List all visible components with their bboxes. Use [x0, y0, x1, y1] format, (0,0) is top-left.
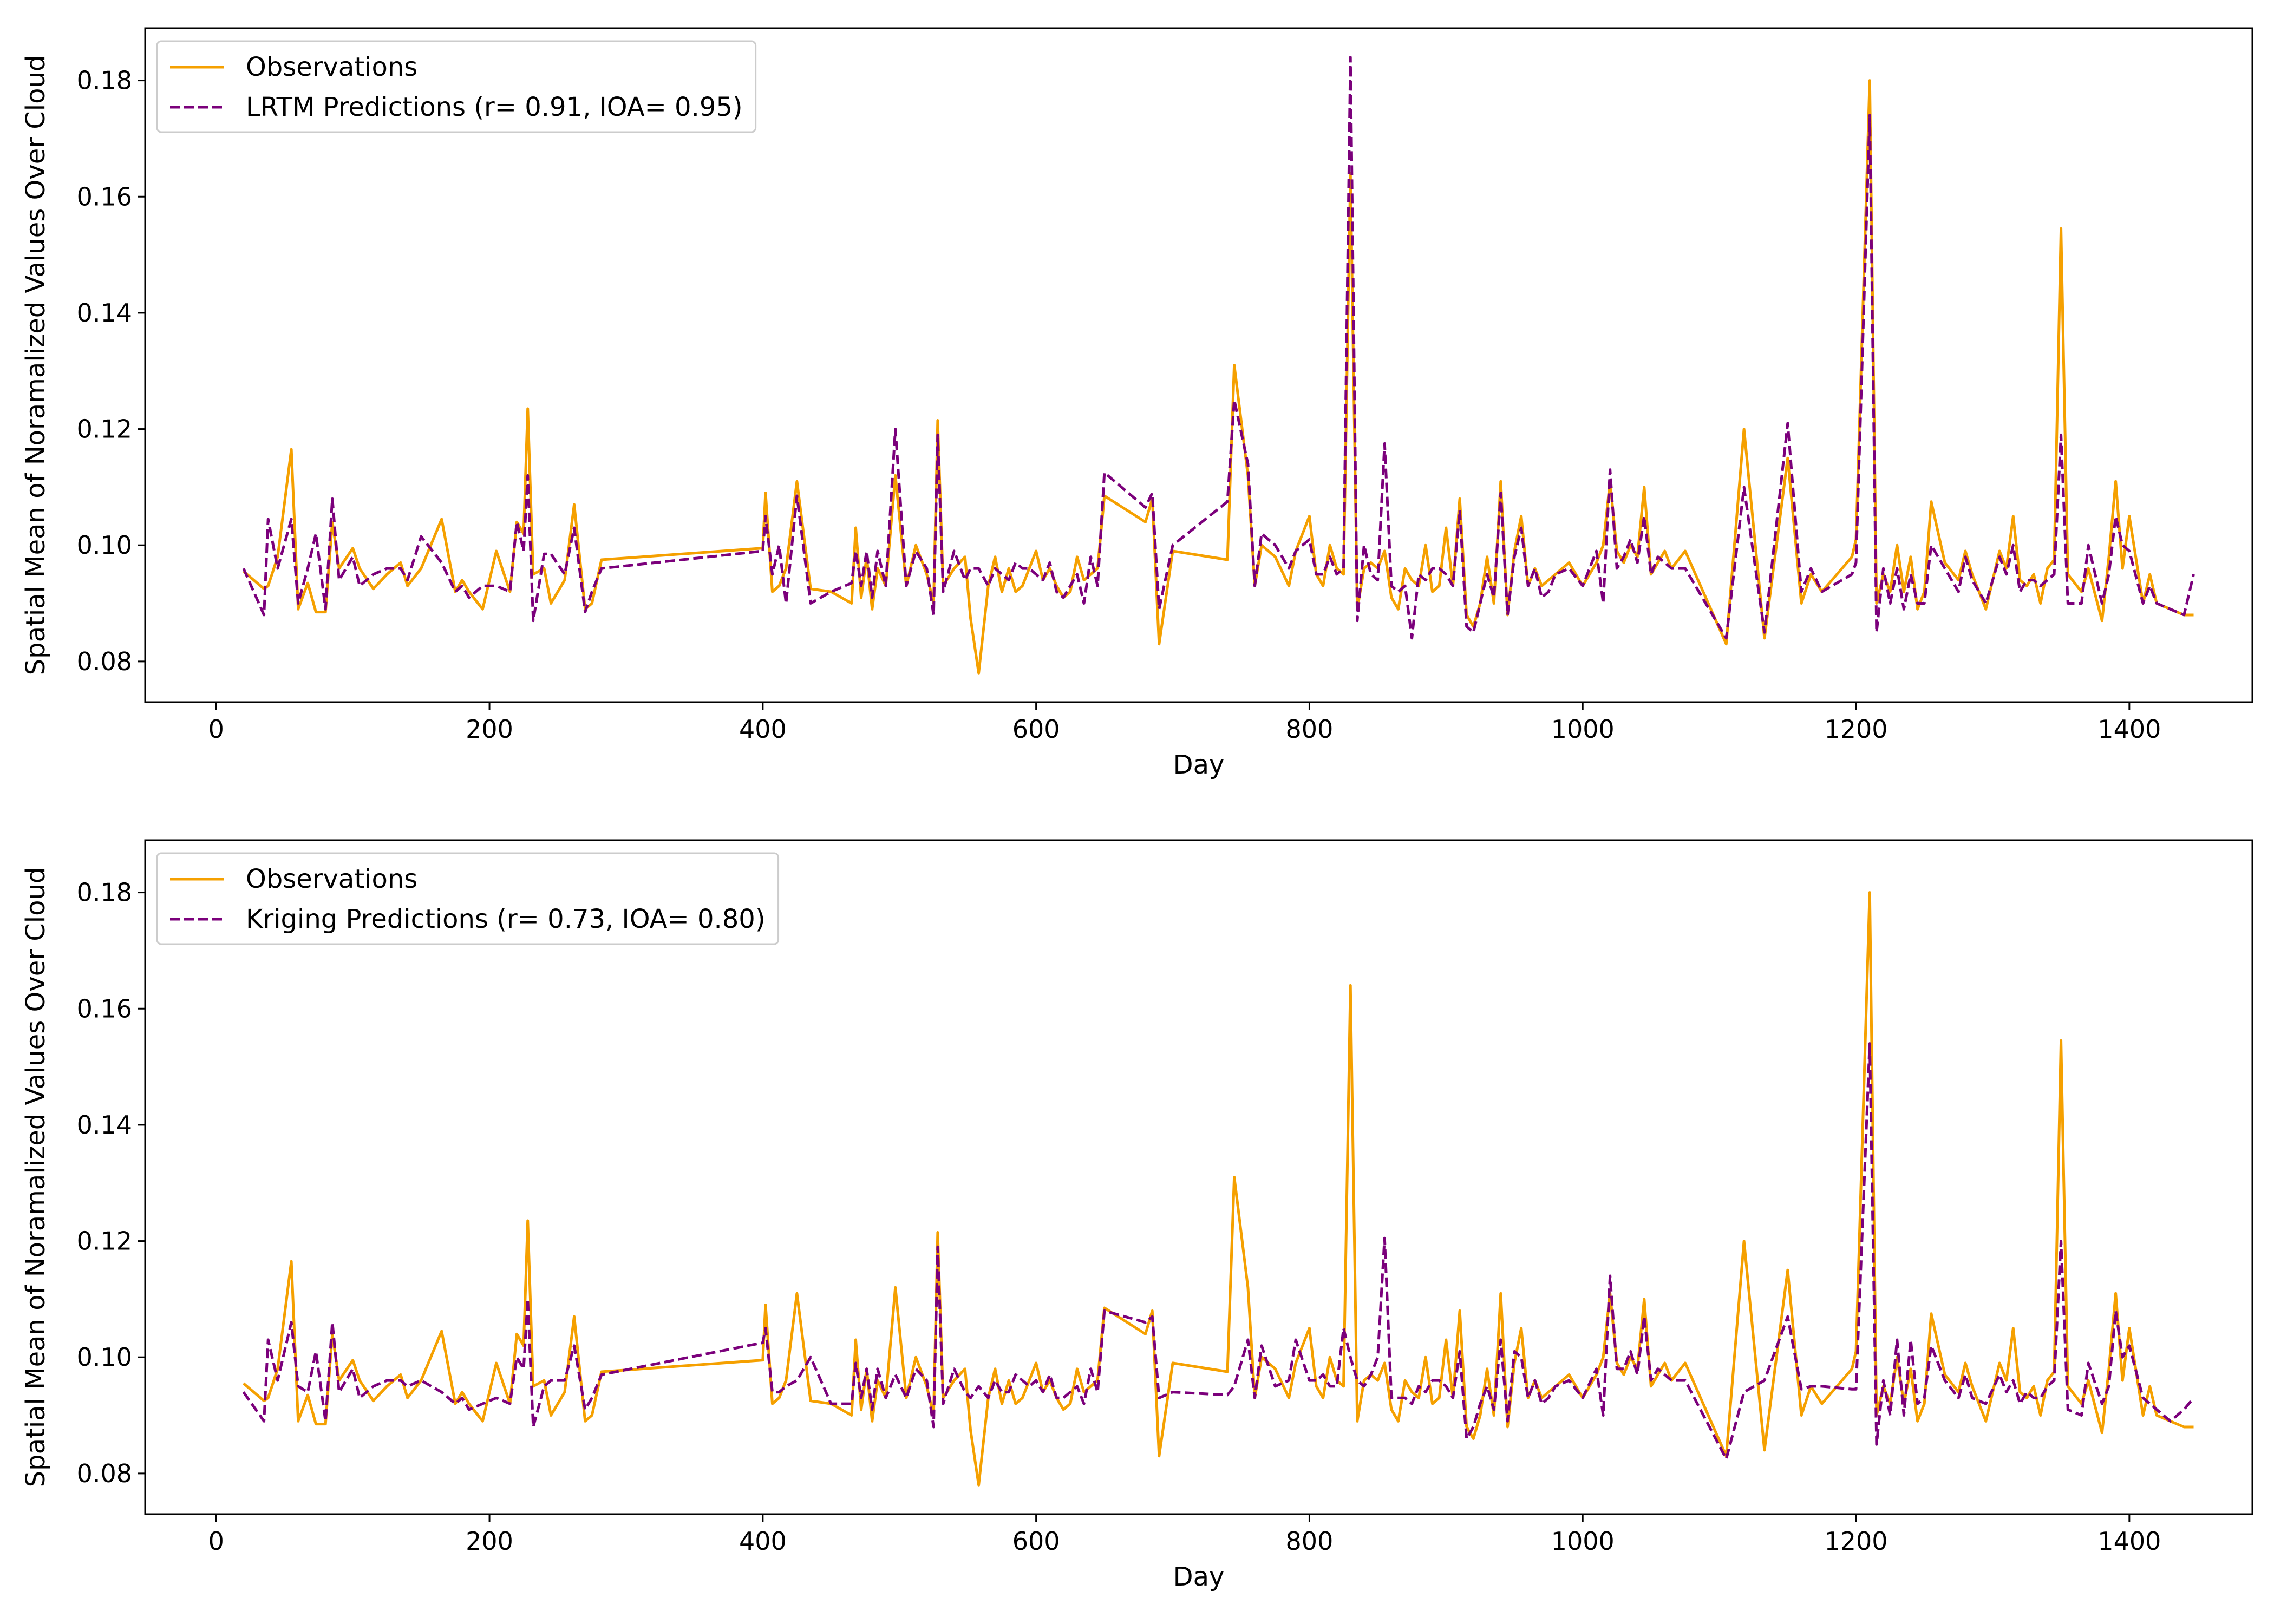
- legend-label-observations: Observations: [246, 52, 417, 82]
- chart-panel-bottom: 0 200 400 600 800 1000 1200 1400 0.08 0.10 0.12 0.1…: [21, 839, 2253, 1592]
- x-tick-label: 1000: [1551, 715, 1615, 744]
- legend-box: [156, 40, 757, 133]
- legend: Observations LRTM Predictions (r= 0.91, …: [156, 40, 757, 133]
- x-tick-label: 1000: [1551, 1527, 1615, 1556]
- plot-frame: [144, 27, 2253, 703]
- y-axis-label: Spatial Mean of Noramalized Values Over …: [21, 55, 51, 676]
- x-tick-label: 0: [208, 1527, 224, 1556]
- series-line-predictions: [242, 1042, 2195, 1461]
- y-tick-label: 0.12: [77, 415, 132, 444]
- y-tick-label: 0.16: [77, 182, 132, 211]
- ticks-layer: 0 200 400 600 800 1000 1200 1400 0.08 0.10 0.12 0.1…: [77, 878, 2161, 1556]
- y-tick-label: 0.08: [77, 647, 132, 676]
- legend: Observations Kriging Predictions (r= 0.7…: [156, 852, 780, 945]
- series-line-observations: [243, 891, 2194, 1487]
- series-line-predictions: [242, 56, 2195, 640]
- x-tick-label: 800: [1286, 1527, 1334, 1556]
- x-tick-label: 200: [466, 1527, 513, 1556]
- y-tick-label: 0.10: [77, 1343, 132, 1372]
- y-tick-label: 0.10: [77, 531, 132, 560]
- x-tick-label: 1200: [1825, 1527, 1888, 1556]
- x-tick-label: 1400: [2097, 1527, 2161, 1556]
- y-axis-label: Spatial Mean of Noramalized Values Over …: [21, 867, 51, 1488]
- plot-frame: [144, 839, 2253, 1515]
- chart-panel-top: 0 200 400 600 800 1000 1200 1400 0.08 0.10 0.12 0.1…: [21, 27, 2253, 780]
- x-tick-label: 400: [739, 1527, 787, 1556]
- x-tick-label: 0: [208, 715, 224, 744]
- x-tick-label: 200: [466, 715, 513, 744]
- series-layer: [242, 891, 2195, 1487]
- y-tick-label: 0.18: [77, 66, 132, 95]
- x-tick-label: 600: [1012, 715, 1060, 744]
- x-tick-label: 400: [739, 715, 787, 744]
- x-axis-label: Day: [1173, 750, 1225, 780]
- legend-box: [156, 852, 780, 945]
- y-tick-label: 0.14: [77, 298, 132, 328]
- x-tick-label: 800: [1286, 715, 1334, 744]
- y-tick-label: 0.16: [77, 994, 132, 1023]
- y-tick-label: 0.12: [77, 1227, 132, 1256]
- legend-label-kriging-predictions: Kriging Predictions (r= 0.73, IOA= 0.80): [246, 904, 766, 934]
- ticks-layer: 0 200 400 600 800 1000 1200 1400 0.08 0.10 0.12 0.1…: [77, 66, 2161, 744]
- y-tick-label: 0.14: [77, 1110, 132, 1140]
- x-axis-label: Day: [1173, 1562, 1225, 1592]
- x-tick-label: 1200: [1825, 715, 1888, 744]
- series-layer: [242, 56, 2195, 675]
- y-tick-label: 0.08: [77, 1459, 132, 1488]
- y-tick-label: 0.18: [77, 878, 132, 907]
- x-tick-label: 600: [1012, 1527, 1060, 1556]
- legend-label-lrtm-predictions: LRTM Predictions (r= 0.91, IOA= 0.95): [246, 92, 743, 122]
- legend-label-observations: Observations: [246, 864, 417, 894]
- x-tick-label: 1400: [2097, 715, 2161, 744]
- series-line-observations: [243, 79, 2194, 675]
